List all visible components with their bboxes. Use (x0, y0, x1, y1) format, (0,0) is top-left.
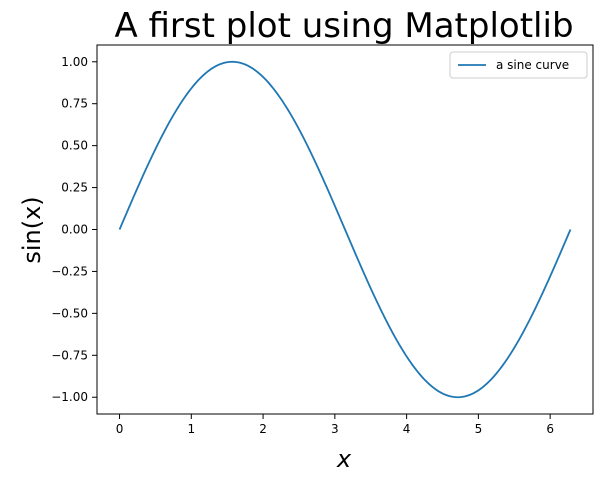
legend: a sine curve (449, 51, 588, 79)
y-tick-label: 0.75 (61, 97, 88, 111)
x-tick-label: 4 (403, 422, 411, 436)
x-axis-title: x (336, 445, 352, 473)
x-tick-label: 0 (116, 422, 124, 436)
y-axis-title: sin(x) (18, 196, 46, 263)
y-tick-label: −1.00 (51, 390, 88, 404)
x-tick-label: 6 (546, 422, 554, 436)
chart-title: A first plot using Matplotlib (114, 6, 573, 46)
legend-box (449, 51, 588, 79)
y-tick-label: −0.25 (51, 264, 88, 278)
legend-label: a sine curve (496, 58, 569, 72)
y-ticks: 1.00 0.75 0.50 0.25 0.00 −0.25 −0.50 −0.75 −1.00 (51, 55, 97, 404)
plot-area: 0 1 2 3 4 5 6 1.00 0.75 0.50 0.25 0.00 −0.25 −0.50 −0… (51, 44, 594, 436)
y-tick-label: −0.75 (51, 348, 88, 362)
x-tick-label: 2 (259, 422, 267, 436)
x-ticks: 0 1 2 3 4 5 6 (116, 414, 554, 436)
y-tick-label: 0.50 (61, 139, 88, 153)
x-tick-label: 5 (475, 422, 483, 436)
y-tick-label: −0.50 (51, 306, 88, 320)
x-tick-label: 3 (331, 422, 339, 436)
y-tick-label: 0.00 (61, 223, 88, 237)
y-tick-label: 0.25 (61, 181, 88, 195)
series-line-sine (118, 60, 572, 399)
y-tick-label: 1.00 (61, 55, 88, 69)
x-tick-label: 1 (187, 422, 195, 436)
